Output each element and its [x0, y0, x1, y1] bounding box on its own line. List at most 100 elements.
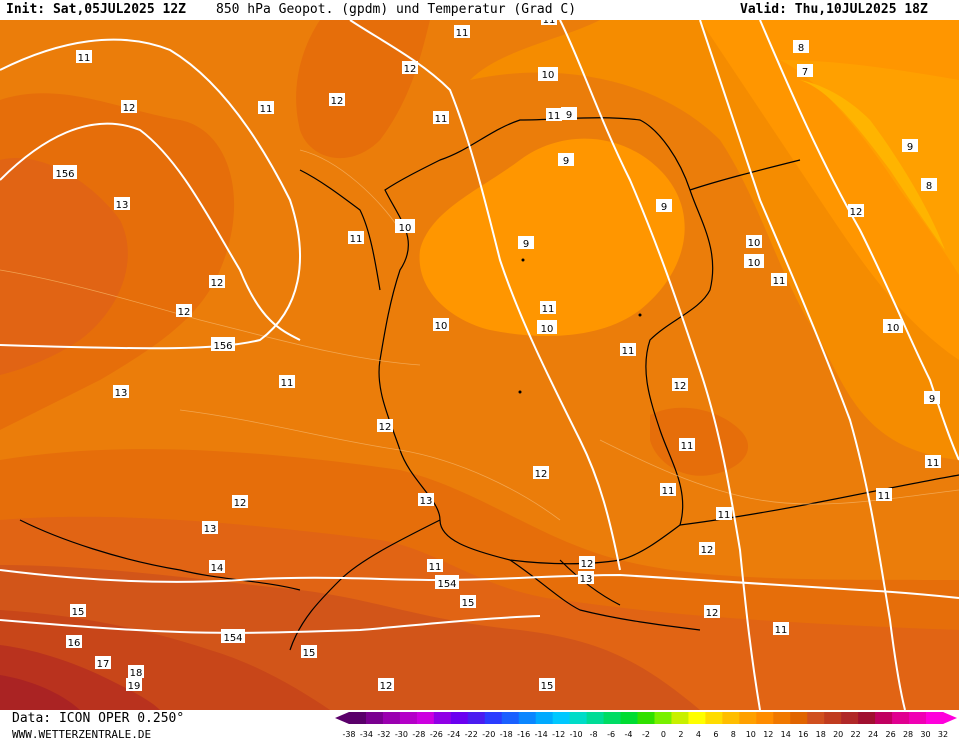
temp-label-text: 13: [420, 496, 433, 507]
temp-label-text: 9: [907, 142, 913, 153]
svg-text:10: 10: [399, 223, 412, 234]
temp-label: 11: [660, 483, 676, 497]
temp-label: 12: [377, 419, 393, 433]
legend-tick-label: -18: [500, 730, 513, 739]
temp-label: 15: [539, 678, 555, 692]
legend-swatch: [858, 712, 876, 724]
legend-tick-label: -12: [552, 730, 565, 739]
temp-label: 14: [209, 560, 225, 574]
temp-label: 11: [771, 273, 787, 287]
temp-label-text: 12: [178, 307, 191, 318]
map-header: Init: Sat,05JUL2025 12Z 850 hPa Geopot. …: [0, 0, 959, 20]
legend-tick-label: 30: [920, 730, 930, 739]
legend-tick-label: -20: [482, 730, 495, 739]
temp-label-text: 15: [303, 648, 316, 659]
legend-tick-label: 8: [731, 730, 736, 739]
temp-label-text: 12: [850, 207, 863, 218]
legend-swatch: [433, 712, 452, 724]
legend-swatches: [335, 712, 957, 724]
temp-label-text: 9: [661, 202, 667, 213]
temp-label: 7: [797, 64, 813, 78]
temp-label: 12: [402, 61, 418, 75]
temp-label: 15: [70, 604, 86, 618]
temp-label-text: 11: [435, 114, 448, 125]
geopot-label: 156: [53, 165, 77, 180]
temp-label-text: 9: [563, 156, 569, 167]
temp-label-text: 12: [123, 103, 136, 114]
temp-label-text: 12: [674, 381, 687, 392]
temp-label-text: 11: [281, 378, 294, 389]
temp-label-text: 12: [706, 608, 719, 619]
temp-label-text: 14: [211, 563, 224, 574]
legend-tick-label: -16: [517, 730, 530, 739]
geopot-label: 156: [211, 337, 235, 352]
legend-swatch: [654, 712, 672, 724]
temp-label-text: 12: [331, 96, 344, 107]
legend-swatch: [620, 712, 639, 724]
geopot-label: 154: [221, 629, 245, 644]
temp-label-text: 9: [523, 239, 529, 250]
temp-label: 9: [924, 391, 940, 405]
temp-label-text: 11: [662, 486, 675, 497]
svg-text:10: 10: [541, 324, 554, 335]
legend-swatch: [739, 712, 757, 724]
temp-label: 11: [876, 488, 892, 502]
legend-tick-label: -34: [360, 730, 373, 739]
temp-label: 11: [76, 50, 92, 64]
temp-label-text: 11: [260, 104, 273, 115]
geopot-label: 10: [537, 320, 557, 335]
temp-label: 16: [66, 635, 82, 649]
legend-tick-label: -38: [342, 730, 355, 739]
legend-swatch: [688, 712, 706, 724]
geopot-label: 10: [883, 319, 903, 334]
temp-label: 15: [301, 645, 317, 659]
temp-label-text: 12: [535, 469, 548, 480]
legend-tick-label: -2: [642, 730, 650, 739]
temp-label: 13: [578, 571, 594, 585]
temp-label-text: 12: [211, 278, 224, 289]
legend-swatch: [603, 712, 622, 724]
temp-label: 10: [746, 235, 762, 249]
temp-label-text: 11: [543, 20, 556, 26]
temp-label: 9: [902, 139, 918, 153]
legend-tick-label: 0: [661, 730, 666, 739]
temp-label: 11: [925, 455, 941, 469]
temp-label: 11: [279, 375, 295, 389]
temp-label: 13: [418, 493, 434, 507]
legend-tick-label: -8: [590, 730, 598, 739]
temp-label-text: 12: [404, 64, 417, 75]
temp-label-text: 10: [748, 238, 761, 249]
temp-label-text: 11: [548, 111, 561, 122]
temp-label-text: 11: [718, 510, 731, 521]
legend-tick-label: 16: [798, 730, 808, 739]
temp-label: 11: [679, 438, 695, 452]
legend-swatch: [875, 712, 893, 724]
temp-band-18-20-southwest: [0, 675, 80, 710]
legend-swatch: [637, 712, 655, 724]
svg-text:156: 156: [55, 169, 74, 180]
temp-label: 11: [546, 108, 562, 122]
temp-label: 8: [921, 178, 937, 192]
legend-swatch: [926, 712, 944, 724]
temp-label-text: 11: [681, 441, 694, 452]
temp-label-text: 11: [456, 28, 469, 39]
temp-label: 19: [126, 678, 142, 692]
temp-label-text: 18: [130, 668, 143, 679]
svg-text:154: 154: [223, 633, 242, 644]
temp-label: 12: [176, 304, 192, 318]
legend-arrow-left: [335, 712, 349, 724]
temp-label-text: 15: [541, 681, 554, 692]
temp-label-text: 15: [72, 607, 85, 618]
legend-swatch: [399, 712, 418, 724]
temp-label: 12: [378, 678, 394, 692]
temperature-isolines: [0, 149, 959, 521]
temp-label-text: 12: [234, 498, 247, 509]
temp-label-text: 12: [379, 422, 392, 433]
geopot-label: 10: [744, 254, 764, 269]
temp-label: 11: [716, 507, 732, 521]
legend-swatch: [790, 712, 808, 724]
temp-label: 8: [793, 40, 809, 54]
legend-swatch: [671, 712, 689, 724]
temp-label-text: 8: [926, 181, 932, 192]
legend-swatch: [909, 712, 927, 724]
